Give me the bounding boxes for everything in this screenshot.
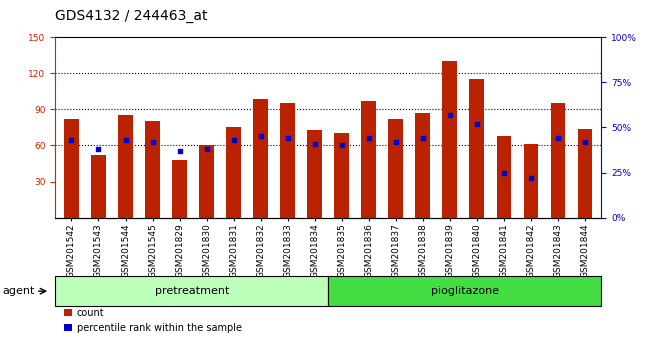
Text: agent: agent xyxy=(2,286,34,296)
Bar xyxy=(199,145,214,218)
Point xyxy=(363,136,374,141)
Text: pioglitazone: pioglitazone xyxy=(431,286,499,296)
Bar xyxy=(118,115,133,218)
Bar xyxy=(578,129,592,218)
Point xyxy=(174,148,185,154)
Point xyxy=(202,146,212,152)
Bar xyxy=(497,136,512,218)
Bar xyxy=(334,133,349,218)
Point xyxy=(552,136,563,141)
Point xyxy=(283,136,293,141)
Legend: count, percentile rank within the sample: count, percentile rank within the sample xyxy=(60,304,246,337)
Bar xyxy=(415,113,430,218)
Bar xyxy=(280,103,295,218)
Bar xyxy=(254,98,268,218)
Bar xyxy=(172,160,187,218)
Bar xyxy=(145,121,160,218)
Point xyxy=(472,121,482,127)
Point xyxy=(148,139,158,145)
Bar xyxy=(443,61,458,218)
Point xyxy=(120,137,131,143)
Bar xyxy=(551,103,566,218)
Point xyxy=(445,112,455,118)
Bar xyxy=(361,101,376,218)
Text: GDS4132 / 244463_at: GDS4132 / 244463_at xyxy=(55,9,208,23)
Point xyxy=(94,146,104,152)
Point xyxy=(255,134,266,139)
Point xyxy=(228,137,239,143)
Bar xyxy=(91,155,106,218)
Bar xyxy=(389,119,403,218)
Point xyxy=(66,137,77,143)
Point xyxy=(309,141,320,147)
Bar xyxy=(523,144,538,218)
Bar xyxy=(64,119,79,218)
Point xyxy=(580,139,590,145)
Bar xyxy=(226,127,241,218)
Text: pretreatment: pretreatment xyxy=(155,286,229,296)
Point xyxy=(337,143,347,148)
Point xyxy=(526,175,536,181)
Point xyxy=(499,170,509,176)
Point xyxy=(391,139,401,145)
Point xyxy=(418,136,428,141)
Bar xyxy=(469,79,484,218)
Bar xyxy=(307,130,322,218)
